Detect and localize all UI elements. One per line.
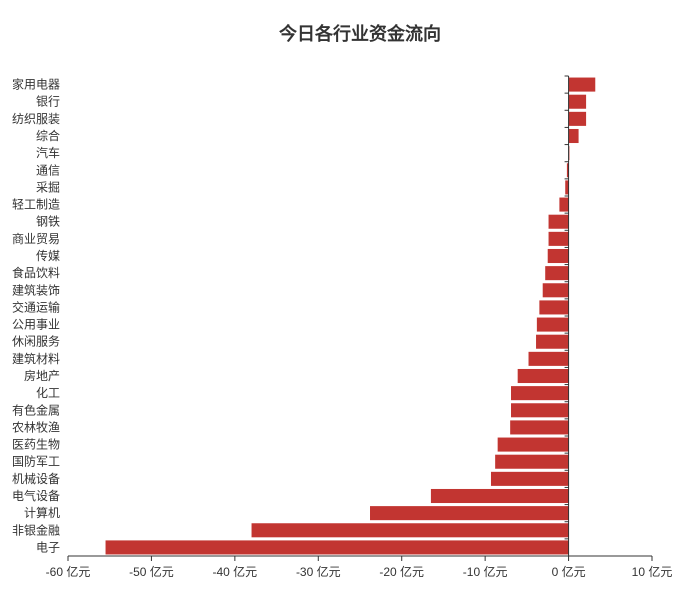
bar-有色金属: [511, 403, 569, 418]
category-label: 有色金属: [12, 402, 60, 417]
category-label: 钢铁: [36, 215, 60, 229]
bar-银行: [568, 94, 587, 109]
bar-建筑装饰: [542, 283, 569, 298]
bar-交通运输: [539, 300, 569, 315]
bar-建筑材料: [528, 351, 569, 366]
category-label: 采掘: [36, 179, 60, 194]
category-label: 计算机: [24, 505, 60, 520]
category-label: 农林牧渔: [12, 420, 60, 434]
bar-计算机: [370, 506, 569, 521]
category-label: 食品饮料: [12, 265, 60, 280]
bar-非银金融: [251, 523, 569, 538]
chart-title: 今日各行业资金流向: [279, 24, 441, 44]
bar-电气设备: [430, 488, 569, 504]
category-label: 建筑装饰: [12, 282, 60, 297]
bar-机械设备: [490, 471, 569, 486]
bar-农林牧渔: [510, 420, 569, 435]
category-label: 轻工制造: [12, 198, 60, 212]
category-label: 建筑材料: [12, 351, 60, 366]
x-tick-label: 0 亿元: [552, 564, 586, 579]
bar-国防军工: [495, 454, 569, 469]
bar-房地产: [517, 368, 569, 384]
category-label: 国防军工: [12, 454, 60, 469]
bar-食品饮料: [545, 266, 569, 281]
category-label: 交通运输: [12, 299, 60, 314]
bar-综合: [568, 128, 579, 144]
x-tick-label: -50 亿元: [129, 564, 174, 579]
bar-传媒: [547, 248, 569, 264]
category-label: 休闲服务: [12, 334, 60, 349]
category-label: 房地产: [24, 368, 60, 383]
category-label: 电子: [36, 540, 60, 554]
bar-钢铁: [548, 214, 569, 229]
bar-纺织服装: [568, 111, 587, 126]
category-labels: 家用电器银行纺织服装综合汽车通信采掘轻工制造钢铁商业贸易传媒食品饮料建筑装饰交通…: [12, 77, 60, 555]
x-tick-label: -10 亿元: [463, 564, 508, 579]
category-label: 综合: [36, 128, 60, 143]
category-label: 银行: [36, 95, 60, 109]
x-tick-label: 10 亿元: [632, 564, 673, 579]
bar-医药生物: [497, 437, 569, 452]
category-label: 通信: [36, 163, 60, 177]
category-label: 商业贸易: [12, 231, 60, 246]
category-label: 传媒: [36, 248, 60, 263]
category-label: 非银金融: [12, 522, 60, 537]
x-tick-label: -20 亿元: [379, 564, 424, 579]
bar-采掘: [565, 180, 569, 195]
bars: [105, 77, 596, 555]
bar-轻工制造: [559, 197, 569, 212]
category-label: 纺织服装: [12, 112, 60, 126]
category-label: 机械设备: [12, 471, 60, 486]
category-label: 医药生物: [12, 438, 60, 452]
bar-公用事业: [536, 317, 569, 332]
bar-休闲服务: [536, 334, 569, 349]
bar-电子: [105, 540, 569, 555]
bar-通信: [566, 163, 569, 178]
category-label: 汽车: [36, 145, 60, 160]
category-label: 家用电器: [12, 77, 60, 92]
x-tick-label: -40 亿元: [213, 564, 258, 579]
category-label: 公用事业: [12, 318, 60, 332]
bar-商业贸易: [548, 231, 569, 246]
axes: -60 亿元 -50 亿元 -40 亿元 -30 亿元 -20 亿元 -10 亿元 0 亿元…: [46, 75, 673, 579]
category-label: 化工: [36, 386, 60, 400]
category-label: 电气设备: [12, 488, 60, 503]
bar-化工: [511, 386, 569, 401]
bar-家用电器: [568, 77, 596, 92]
x-tick-label: -60 亿元: [46, 564, 91, 579]
x-tick-label: -30 亿元: [296, 564, 341, 579]
